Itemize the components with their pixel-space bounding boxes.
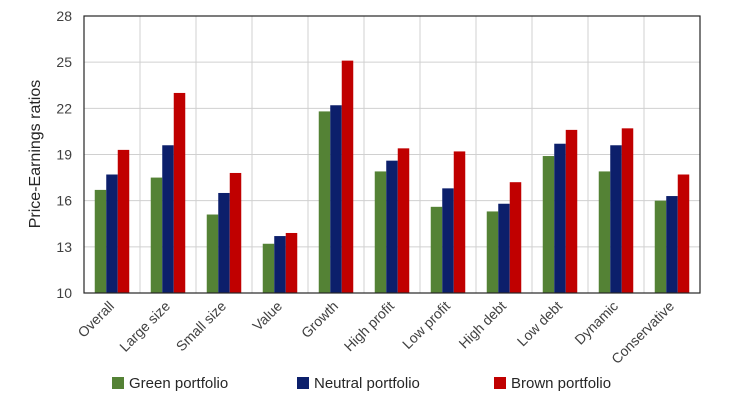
- bar-brown-portfolio: [453, 151, 466, 293]
- bar-green-portfolio: [374, 171, 387, 293]
- gridlines: [84, 15, 700, 294]
- bars: [94, 60, 690, 294]
- bar-brown-portfolio: [341, 60, 354, 293]
- bar-green-portfolio: [150, 177, 163, 293]
- bar-brown-portfolio: [565, 129, 578, 293]
- bar-neutral-portfolio: [610, 145, 622, 293]
- axes: [83, 15, 701, 294]
- bar-brown-portfolio: [621, 128, 634, 293]
- y-tick-label: 16: [56, 193, 72, 209]
- bar-neutral-portfolio: [386, 160, 398, 293]
- bar-green-portfolio: [94, 189, 107, 293]
- bar-brown-portfolio: [677, 174, 690, 293]
- x-tick-label: Small size: [173, 298, 230, 355]
- bar-neutral-portfolio: [554, 143, 566, 293]
- bar-brown-portfolio: [173, 92, 186, 293]
- bar-brown-portfolio: [285, 232, 298, 293]
- bar-neutral-portfolio: [218, 192, 230, 293]
- bar-neutral-portfolio: [162, 145, 174, 293]
- bar-green-portfolio: [206, 214, 219, 293]
- bar-green-portfolio: [262, 243, 275, 293]
- bar-brown-portfolio: [117, 149, 130, 293]
- y-tick-label: 22: [56, 100, 72, 116]
- y-tick-label: 19: [56, 147, 72, 163]
- legend-swatch: [494, 377, 506, 389]
- bar-neutral-portfolio: [330, 105, 342, 293]
- legend-label: Brown portfolio: [511, 375, 611, 392]
- x-tick-label: High debt: [455, 298, 509, 352]
- bar-green-portfolio: [486, 211, 499, 293]
- x-tick-label: Growth: [298, 298, 341, 341]
- bar-brown-portfolio: [229, 172, 242, 293]
- bar-green-portfolio: [542, 156, 555, 293]
- legend-swatch: [297, 377, 309, 389]
- y-tick-label: 10: [56, 285, 72, 301]
- bar-neutral-portfolio: [274, 236, 286, 293]
- plot-frame: [83, 15, 701, 294]
- y-axis-title: Price-Earnings ratios: [27, 80, 44, 229]
- y-tick-label: 28: [56, 8, 72, 24]
- bar-neutral-portfolio: [498, 203, 510, 293]
- y-tick-label: 13: [56, 239, 72, 255]
- bar-brown-portfolio: [509, 182, 522, 293]
- bar-green-portfolio: [598, 171, 611, 293]
- legend-swatch: [112, 377, 124, 389]
- bar-green-portfolio: [430, 206, 443, 293]
- x-tick-label: Overall: [74, 298, 117, 341]
- y-tick-label: 25: [56, 54, 72, 70]
- legend-label: Neutral portfolio: [314, 375, 420, 392]
- x-tick-label: Value: [249, 298, 285, 334]
- x-tick-label: High profit: [341, 298, 398, 355]
- x-tick-label: Low profit: [399, 298, 453, 352]
- legend: Green portfolio Neutral portfolio Brown po…: [112, 375, 611, 392]
- bar-neutral-portfolio: [106, 174, 118, 293]
- x-tick-label: Dynamic: [571, 298, 621, 348]
- legend-label: Green portfolio: [129, 375, 228, 392]
- bar-green-portfolio: [654, 200, 667, 293]
- x-tick-label: Low debt: [514, 298, 566, 350]
- bar-brown-portfolio: [397, 148, 410, 293]
- x-tick-label: Large size: [116, 298, 173, 355]
- bar-neutral-portfolio: [666, 196, 678, 293]
- bar-neutral-portfolio: [442, 188, 454, 293]
- bar-green-portfolio: [318, 111, 331, 294]
